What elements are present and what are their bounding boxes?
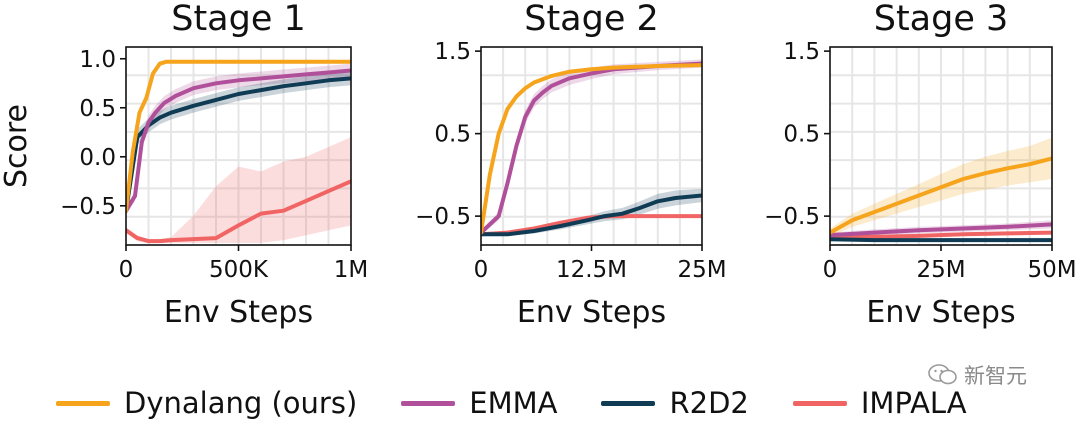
chart-panel-2: 0 12.5M 25M 1.5 0.5 −0.5 Stage 2 Env Steps (415, 0, 726, 330)
chart-title: Stage 3 (874, 0, 1009, 39)
x-tick-label: 0 (474, 257, 489, 283)
series-line-dynalang-ours (830, 156, 1052, 235)
series-line-emma (126, 68, 351, 213)
series-line-impala (830, 230, 1052, 240)
legend-item-dynalang: Dynalang (ours) (56, 386, 357, 420)
legend-label-emma: EMMA (469, 386, 558, 420)
legend-label-impala: IMPALA (860, 386, 967, 420)
x-axis-label: Env Steps (517, 295, 666, 330)
chart-series-group (830, 137, 1052, 243)
x-tick-label: 25M (916, 257, 965, 283)
y-tick-label: 0.5 (79, 96, 116, 122)
y-axis-label: Score (0, 104, 34, 188)
series-line-r2d2 (830, 237, 1052, 243)
legend-label-r2d2: R2D2 (669, 386, 749, 420)
y-tick-label: 1.5 (434, 39, 471, 65)
legend-swatch-dynalang (56, 400, 110, 406)
y-tick-label: 0.5 (434, 122, 471, 148)
watermark-text: 新智元 (964, 364, 1027, 388)
y-tick-label: 0.0 (79, 145, 116, 171)
x-axis-label: Env Steps (164, 295, 313, 330)
series-line-emma (830, 222, 1052, 238)
x-tick-label: 25M (677, 257, 726, 283)
y-tick-label: −0.5 (415, 204, 471, 230)
series-band-r2d2 (481, 188, 702, 236)
y-tick-label: 0.5 (783, 122, 820, 148)
series-line-r2d2 (481, 193, 702, 237)
wechat-icon (928, 364, 957, 385)
x-tick-label: 0 (119, 257, 134, 283)
legend-swatch-r2d2 (601, 400, 656, 406)
y-tick-label: −0.5 (764, 204, 820, 230)
y-tick-label: 1.5 (783, 39, 820, 65)
legend-swatch-impala (792, 400, 847, 406)
chart-title: Stage 2 (524, 0, 659, 39)
y-tick-label: −0.5 (60, 194, 116, 220)
chart-panel-3: 0 25M 50M 1.5 0.5 −0.5 Stage 3 Env Steps (764, 0, 1076, 330)
legend-item-impala: IMPALA (792, 386, 967, 420)
x-tick-label: 500K (209, 257, 269, 283)
chart-series-group (481, 59, 702, 237)
series-band-impala (126, 137, 351, 244)
chart-series-group (126, 59, 351, 244)
x-tick-label: 50M (1027, 257, 1076, 283)
chart-panel-1: 0 500K 1M 1.0 0.5 0.0 −0.5 Stage 1 Env Steps Scor… (0, 0, 368, 330)
legend-swatch-emma (401, 400, 456, 406)
x-tick-label: 1M (334, 257, 368, 283)
legend-label-dynalang: Dynalang (ours) (124, 386, 358, 420)
legend: Dynalang (ours) EMMA R2D2 IMPALA (56, 385, 1011, 421)
series-line-impala (126, 179, 351, 244)
x-tick-label: 0 (823, 257, 838, 283)
series-line-dynalang-ours (481, 63, 702, 235)
legend-item-emma: EMMA (401, 386, 557, 420)
watermark: 新智元 (928, 360, 1027, 390)
x-axis-label: Env Steps (866, 295, 1015, 330)
series-band-emma (481, 59, 702, 236)
series-line-dynalang-ours (126, 59, 351, 213)
chart-title: Stage 1 (171, 0, 306, 39)
legend-item-r2d2: R2D2 (601, 386, 749, 420)
x-tick-label: 12.5M (556, 257, 627, 283)
y-tick-label: 1.0 (79, 47, 116, 73)
